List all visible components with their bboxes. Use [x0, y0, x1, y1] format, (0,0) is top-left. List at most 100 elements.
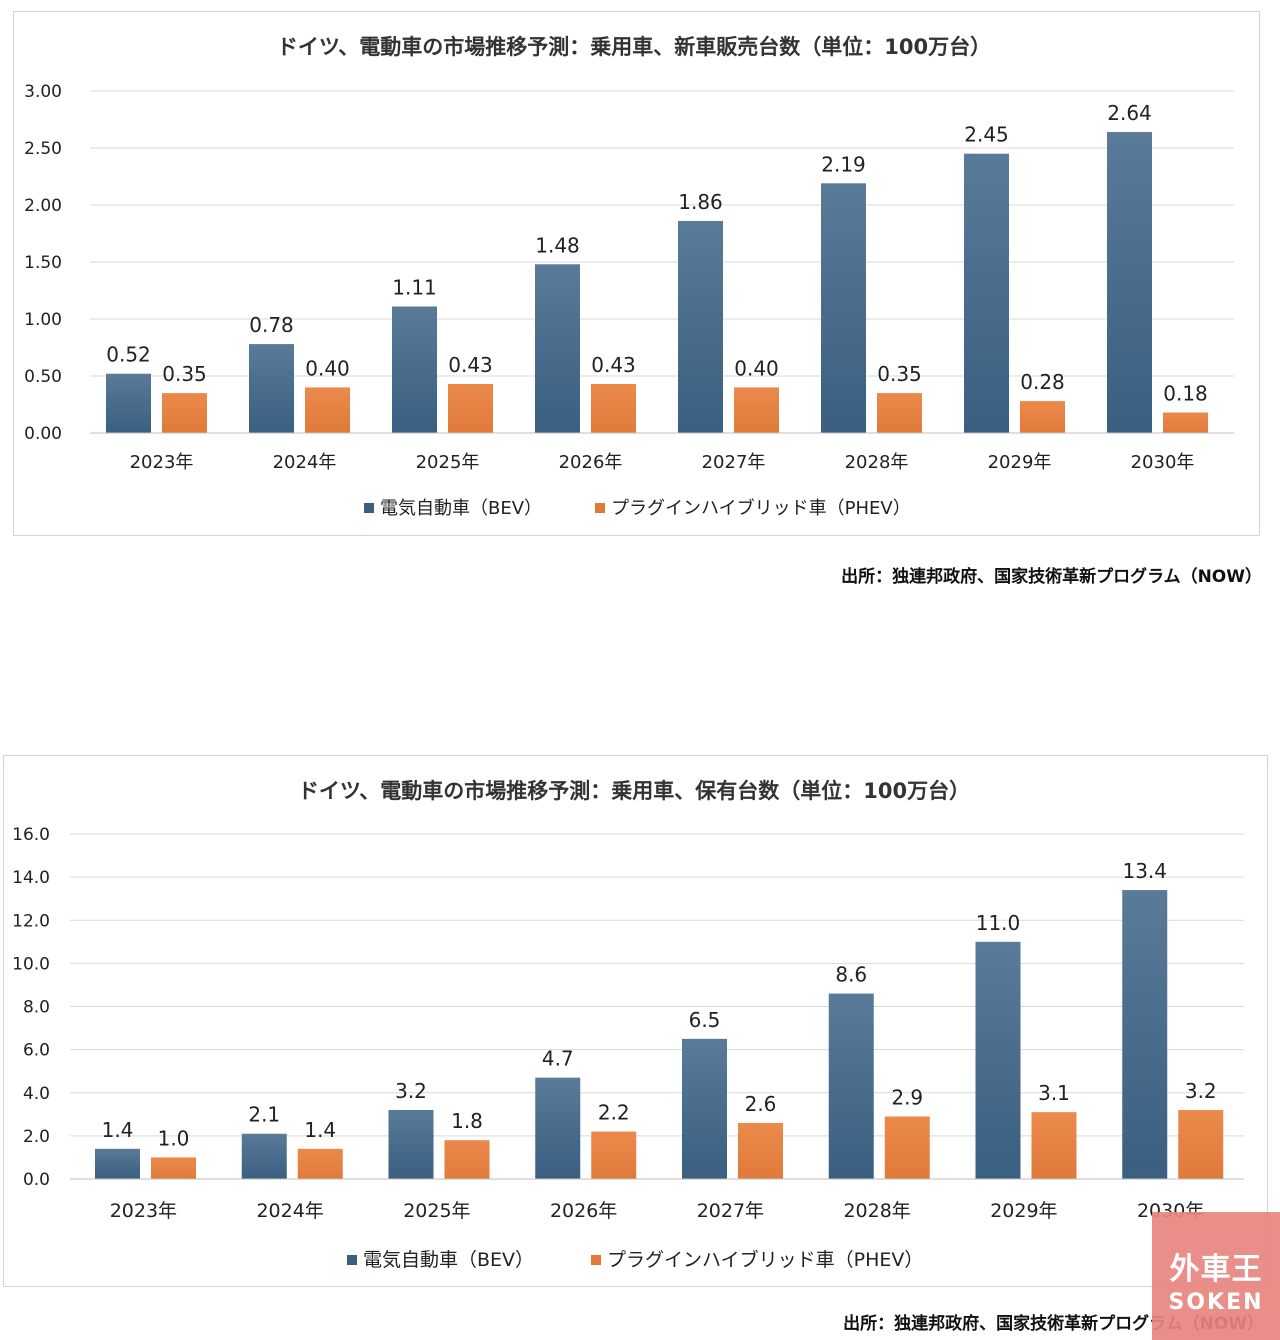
bev-bar	[535, 264, 580, 433]
data-label: 1.48	[535, 233, 580, 257]
soken-watermark-logo: 外車王 SOKEN	[1152, 1212, 1280, 1340]
data-label: 2.9	[891, 1085, 923, 1109]
bev-bar	[964, 153, 1009, 433]
y-tick-label: 16.0	[12, 825, 50, 845]
data-label: 0.40	[734, 356, 779, 380]
data-label: 1.0	[158, 1126, 190, 1150]
chart-sales-svg: ドイツ、電動車の市場推移予測：乗用車、新車販売台数（単位：100万台） 0.00 0…	[24, 35, 1234, 519]
y-tick-label: 10.0	[12, 954, 50, 974]
data-label: 2.19	[821, 152, 866, 176]
phev-bar	[738, 1122, 783, 1179]
bev-bar	[682, 1038, 727, 1179]
legend-swatch-bev	[347, 1255, 357, 1265]
y-tick-label: 2.00	[24, 196, 62, 216]
x-tick-label: 2030年	[1131, 452, 1195, 473]
x-tick-label: 2028年	[843, 1200, 910, 1222]
phev-bar	[1178, 1110, 1224, 1179]
data-label: 0.28	[1020, 370, 1065, 394]
x-tick-label: 2026年	[559, 452, 623, 473]
x-tick-label: 2024年	[256, 1200, 323, 1222]
legend-swatch-bev	[364, 503, 374, 513]
chart-stock-svg: ドイツ、電動車の市場推移予測：乗用車、保有台数（単位：100万台） 0.0 2.0 4…	[12, 779, 1244, 1271]
y-tick-label: 12.0	[12, 911, 50, 931]
chart-title: ドイツ、電動車の市場推移予測：乗用車、保有台数（単位：100万台）	[298, 779, 970, 803]
x-tick-label: 2029年	[990, 1200, 1057, 1222]
phev-bar	[1020, 401, 1065, 433]
source-note-sales: 出所：独連邦政府、国家技術革新プログラム（NOW）	[841, 567, 1262, 587]
y-tick-label: 2.0	[23, 1127, 50, 1147]
phev-bar	[162, 393, 207, 433]
data-label: 1.11	[392, 275, 437, 299]
x-tick-label: 2023年	[110, 1200, 177, 1222]
y-tick-label: 1.00	[24, 310, 62, 330]
data-label: 4.7	[542, 1047, 574, 1071]
phev-bar	[297, 1148, 343, 1179]
y-tick-label: 4.0	[23, 1084, 50, 1104]
x-tick-label: 2029年	[988, 452, 1052, 473]
data-label: 13.4	[1122, 859, 1167, 883]
legend-label-bev: 電気自動車（BEV）	[363, 1249, 534, 1271]
data-label: 0.52	[106, 343, 151, 367]
phev-bar	[444, 1140, 490, 1179]
x-tick-label: 2027年	[702, 452, 766, 473]
chart-title: ドイツ、電動車の市場推移予測：乗用車、新車販売台数（単位：100万台）	[277, 35, 991, 59]
bev-bar	[828, 993, 874, 1179]
y-tick-label: 1.50	[24, 253, 62, 273]
phev-bar	[591, 383, 636, 433]
phev-bar	[305, 387, 350, 433]
bev-bar	[388, 1110, 434, 1179]
bev-bar	[975, 941, 1021, 1179]
legend-label-bev: 電気自動車（BEV）	[380, 498, 542, 519]
bev-bar	[241, 1133, 287, 1179]
data-label: 1.8	[451, 1109, 483, 1133]
y-tick-label: 0.50	[24, 367, 62, 387]
data-label: 8.6	[835, 963, 867, 987]
legend-swatch-phev	[591, 1255, 601, 1265]
data-label: 0.35	[162, 362, 207, 386]
data-label: 3.1	[1038, 1081, 1070, 1105]
y-tick-label: 6.0	[23, 1041, 50, 1061]
x-tick-label: 2028年	[845, 452, 909, 473]
bev-bar	[1107, 132, 1152, 433]
data-label: 1.4	[304, 1118, 336, 1142]
bev-bar	[106, 373, 151, 433]
phev-bar	[734, 387, 779, 433]
watermark-bottom-text: SOKEN	[1168, 1290, 1264, 1315]
bev-bar	[392, 306, 437, 433]
bev-bar	[535, 1077, 581, 1179]
data-label: 11.0	[976, 911, 1021, 935]
y-tick-label: 3.00	[24, 82, 62, 102]
data-label: 0.35	[877, 362, 922, 386]
phev-bar	[877, 393, 922, 433]
y-tick-label: 14.0	[12, 868, 50, 888]
x-tick-label: 2023年	[130, 452, 194, 473]
data-label: 0.43	[591, 353, 636, 377]
watermark-top-text: 外車王	[1169, 1252, 1263, 1287]
x-tick-label: 2025年	[403, 1200, 470, 1222]
data-label: 3.2	[395, 1079, 427, 1103]
data-label: 1.4	[102, 1118, 134, 1142]
phev-bar	[1031, 1112, 1077, 1179]
bev-bar	[678, 220, 723, 433]
data-label: 1.86	[678, 190, 723, 214]
data-label: 2.2	[598, 1101, 630, 1125]
phev-bar	[448, 383, 493, 433]
x-tick-label: 2027年	[697, 1200, 764, 1222]
data-label: 2.1	[248, 1103, 280, 1127]
legend-label-phev: プラグインハイブリッド車（PHEV）	[611, 497, 911, 519]
x-tick-label: 2025年	[416, 452, 480, 473]
bev-bar	[1122, 890, 1168, 1179]
data-label: 0.18	[1163, 381, 1208, 405]
data-label: 0.43	[448, 353, 493, 377]
data-label: 2.64	[1107, 101, 1152, 125]
y-tick-label: 0.0	[23, 1170, 50, 1190]
legend-label-phev: プラグインハイブリッド車（PHEV）	[607, 1248, 923, 1271]
data-label: 6.5	[689, 1008, 721, 1032]
data-label: 0.40	[305, 356, 350, 380]
x-tick-label: 2026年	[550, 1200, 617, 1222]
y-tick-label: 2.50	[24, 139, 62, 159]
y-tick-label: 0.00	[24, 424, 62, 444]
data-label: 3.2	[1185, 1079, 1217, 1103]
x-tick-label: 2024年	[273, 452, 337, 473]
bev-bar	[95, 1148, 140, 1179]
